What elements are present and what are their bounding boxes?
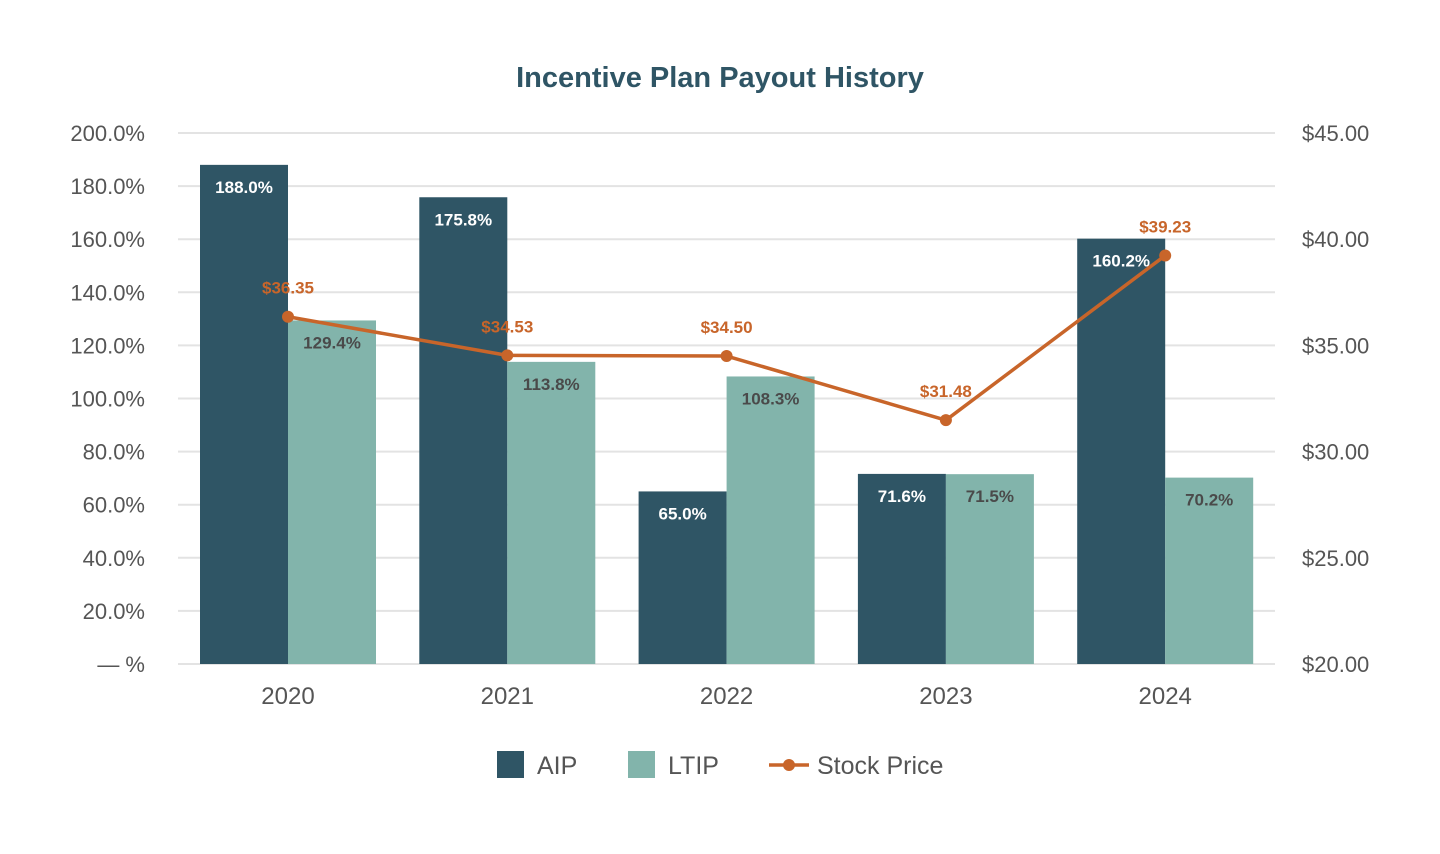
x-tick-label-2022: 2022 [700,683,753,710]
bar-label-aip-2020: 188.0% [215,178,273,197]
y-axis-right: $20.00 $25.00 $30.00 $35.00 $40.00 $45.00 [1302,121,1369,677]
bar-label-aip-2021: 175.8% [434,210,492,229]
x-tick-label-2021: 2021 [481,683,534,710]
y-right-tick-label: $40.00 [1302,227,1369,252]
stock-price-label-2020: $36.35 [262,279,314,298]
y-left-tick-label: 100.0% [70,387,145,412]
bar-ltip-2023 [945,474,1034,664]
stock-price-label-2024: $39.23 [1139,218,1191,237]
bar-aip-2021 [419,197,508,664]
x-axis: 2020 2021 2022 2023 2024 [261,683,1192,710]
legend-label-ltip: LTIP [668,752,719,780]
y-right-tick-label: $25.00 [1302,546,1369,571]
stock-price-point-2020 [282,310,294,323]
stock-price-point-2024 [1159,249,1172,262]
bar-ltip-2024 [1165,477,1254,664]
bar-label-ltip-2022: 108.3% [742,389,800,408]
stock-price-point-2021 [501,349,514,362]
y-left-tick-label: 60.0% [83,493,145,518]
bar-label-ltip-2023: 71.5% [966,487,1014,506]
bar-aip-2020 [200,164,288,665]
legend-label-aip: AIP [537,752,577,780]
stock-price-label-2022: $34.50 [701,318,753,337]
legend-swatch-ltip [628,751,655,778]
y-left-tick-label: 180.0% [70,174,145,199]
y-left-tick-label: 40.0% [83,546,145,571]
bar-label-aip-2023: 71.6% [878,487,926,506]
y-right-tick-label: $20.00 [1302,652,1369,677]
bar-label-ltip-2021: 113.8% [523,375,580,394]
y-right-tick-label: $35.00 [1302,333,1369,358]
bar-label-aip-2024: 160.2% [1092,252,1150,271]
chart-title: Incentive Plan Payout History [516,62,924,94]
legend: AIP LTIP Stock Price [497,751,943,780]
y-left-tick-label: 80.0% [83,440,145,465]
bar-label-ltip-2020: 129.4% [303,333,361,352]
bar-series [200,164,1254,665]
y-left-tick-label: — % [97,652,145,677]
legend-label-stock-price: Stock Price [817,752,943,780]
stock-price-point-2023 [939,414,952,427]
bar-aip-2022 [638,491,727,664]
y-axis-left: — % 20.0% 40.0% 60.0% 80.0% 100.0% 120.0% 140.0… [70,121,145,677]
y-right-tick-label: $45.00 [1302,121,1369,146]
bar-ltip-2020 [288,320,376,664]
y-left-tick-label: 200.0% [70,121,145,146]
bar-data-labels: 188.0% 129.4% 175.8% 113.8% 65.0% 108.3% 71.6%… [215,178,1233,524]
bar-label-ltip-2024: 70.2% [1185,491,1233,510]
stock-price-series: $36.35 $34.53 $34.50 $31.48 $39.23 [262,218,1191,427]
x-tick-label-2023: 2023 [919,683,972,710]
legend-swatch-stock-price-marker [783,759,795,771]
legend-swatch-aip [497,751,524,778]
y-left-tick-label: 120.0% [70,333,145,358]
bar-ltip-2022 [726,376,815,664]
stock-price-point-2022 [720,350,733,363]
x-tick-label-2020: 2020 [261,683,314,710]
bar-aip-2024 [1077,238,1166,664]
y-left-tick-label: 140.0% [70,280,145,305]
y-left-tick-label: 160.0% [70,227,145,252]
x-tick-label-2024: 2024 [1139,683,1192,710]
bar-label-aip-2022: 65.0% [658,504,706,523]
y-right-tick-label: $30.00 [1302,440,1369,465]
stock-price-label-2021: $34.53 [481,317,533,336]
y-left-tick-label: 20.0% [83,599,145,624]
bar-aip-2023 [857,473,946,664]
stock-price-label-2023: $31.48 [920,382,972,401]
bar-ltip-2021 [507,361,596,664]
